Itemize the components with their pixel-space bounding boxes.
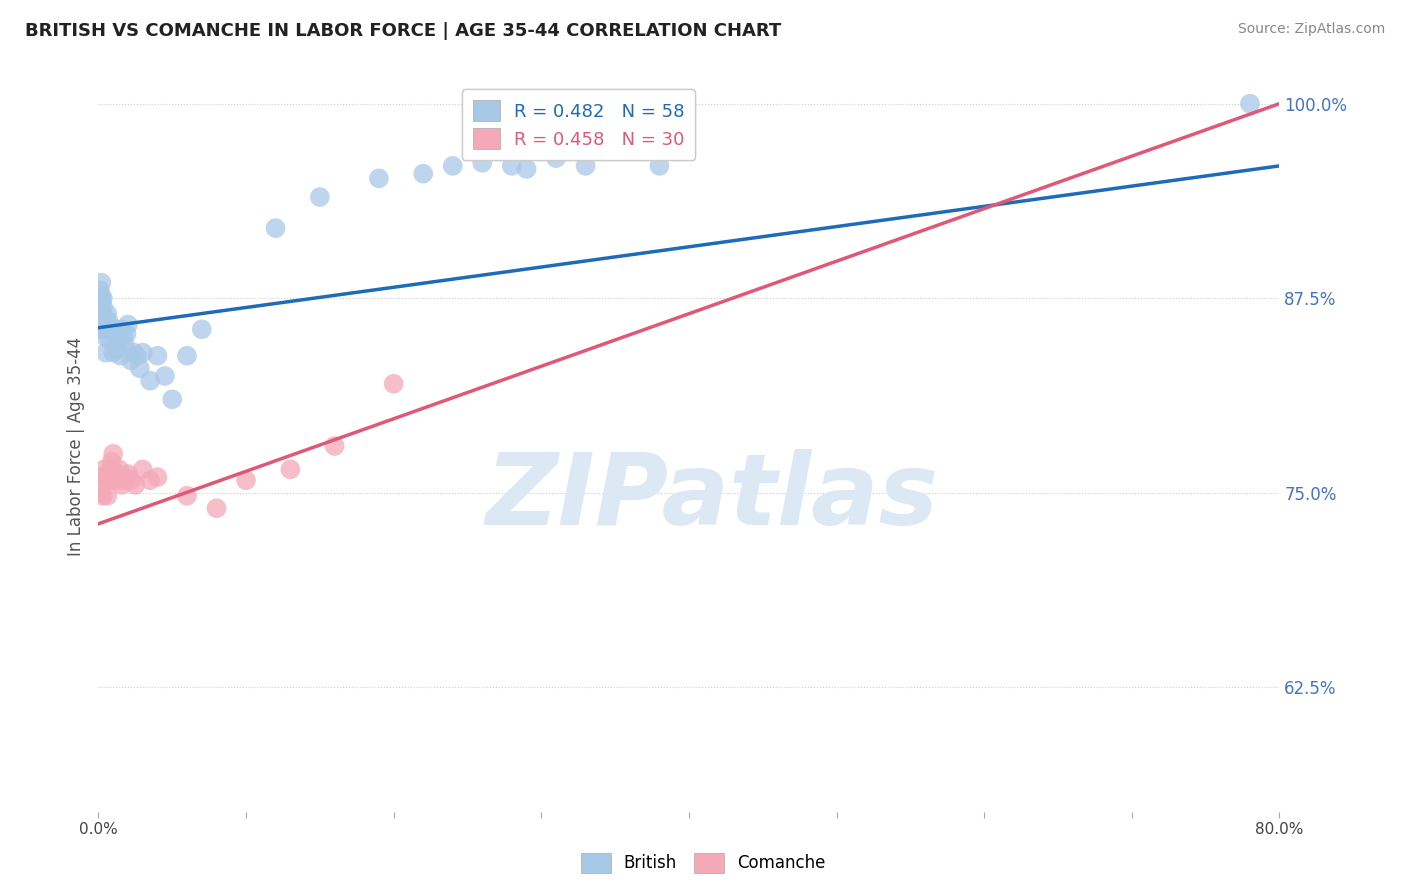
Point — [117, 467, 139, 481]
Point — [124, 478, 146, 492]
Y-axis label: In Labor Force | Age 35-44: In Labor Force | Age 35-44 — [66, 336, 84, 556]
Point — [89, 284, 111, 298]
Point — [91, 291, 114, 305]
Point — [280, 462, 302, 476]
Point — [107, 333, 129, 347]
Point — [90, 290, 112, 304]
Point — [91, 318, 114, 332]
Point — [120, 473, 142, 487]
Point — [162, 392, 183, 407]
Point — [96, 322, 118, 336]
Point — [108, 462, 131, 476]
Point — [94, 330, 117, 344]
Text: ZIPatlas: ZIPatlas — [486, 449, 939, 546]
Point — [97, 322, 120, 336]
Point — [368, 171, 391, 186]
Text: Source: ZipAtlas.com: Source: ZipAtlas.com — [1237, 22, 1385, 37]
Point — [117, 318, 139, 332]
Point — [90, 276, 112, 290]
Point — [132, 462, 155, 476]
Point — [139, 374, 162, 388]
Point — [91, 299, 114, 313]
Point — [96, 307, 118, 321]
Point — [93, 314, 115, 328]
Point — [122, 345, 145, 359]
Point — [111, 322, 134, 336]
Point — [94, 345, 117, 359]
Point — [1239, 96, 1261, 111]
Point — [264, 221, 287, 235]
Point — [94, 318, 117, 332]
Point — [516, 161, 538, 176]
Point — [128, 361, 150, 376]
Point — [115, 326, 138, 341]
Point — [100, 322, 122, 336]
Point — [191, 322, 214, 336]
Point — [91, 307, 114, 321]
Point — [235, 473, 257, 487]
Point — [648, 159, 671, 173]
Text: BRITISH VS COMANCHE IN LABOR FORCE | AGE 35-44 CORRELATION CHART: BRITISH VS COMANCHE IN LABOR FORCE | AGE… — [25, 22, 782, 40]
Point — [471, 155, 494, 169]
Point — [382, 376, 405, 391]
Point — [89, 291, 111, 305]
Point — [90, 314, 112, 328]
Point — [111, 478, 134, 492]
Point — [205, 501, 228, 516]
Point — [90, 322, 112, 336]
Point — [176, 349, 198, 363]
Point — [96, 489, 118, 503]
Legend: R = 0.482   N = 58, R = 0.458   N = 30: R = 0.482 N = 58, R = 0.458 N = 30 — [461, 89, 696, 160]
Point — [146, 349, 169, 363]
Point — [93, 322, 115, 336]
Point — [153, 368, 176, 383]
Point — [97, 314, 120, 328]
Point — [91, 489, 114, 503]
Legend: British, Comanche: British, Comanche — [574, 847, 832, 880]
Point — [89, 299, 111, 313]
Point — [103, 345, 125, 359]
Point — [104, 470, 127, 484]
Point — [104, 322, 127, 336]
Point — [412, 167, 434, 181]
Point — [90, 470, 112, 484]
Point — [90, 485, 112, 500]
Point — [323, 439, 346, 453]
Point — [98, 462, 121, 476]
Point — [110, 470, 132, 484]
Point — [98, 333, 121, 347]
Point — [103, 447, 125, 461]
Point — [125, 349, 148, 363]
Point — [100, 454, 122, 468]
Point — [93, 462, 115, 476]
Point — [94, 470, 117, 484]
Point — [176, 489, 198, 503]
Point — [441, 159, 464, 173]
Point — [97, 473, 120, 487]
Point — [146, 470, 169, 484]
Point — [546, 151, 568, 165]
Point — [575, 159, 598, 173]
Point — [110, 349, 132, 363]
Point — [108, 326, 131, 341]
Point — [105, 343, 128, 357]
Point — [132, 345, 155, 359]
Point — [139, 473, 162, 487]
Point — [112, 473, 135, 487]
Point — [105, 473, 128, 487]
Point — [501, 159, 523, 173]
Point — [114, 338, 136, 352]
Point — [93, 311, 115, 326]
Point — [112, 330, 135, 344]
Point — [114, 470, 136, 484]
Point — [309, 190, 332, 204]
Point — [90, 295, 112, 310]
Point — [107, 467, 129, 481]
Point — [120, 353, 142, 368]
